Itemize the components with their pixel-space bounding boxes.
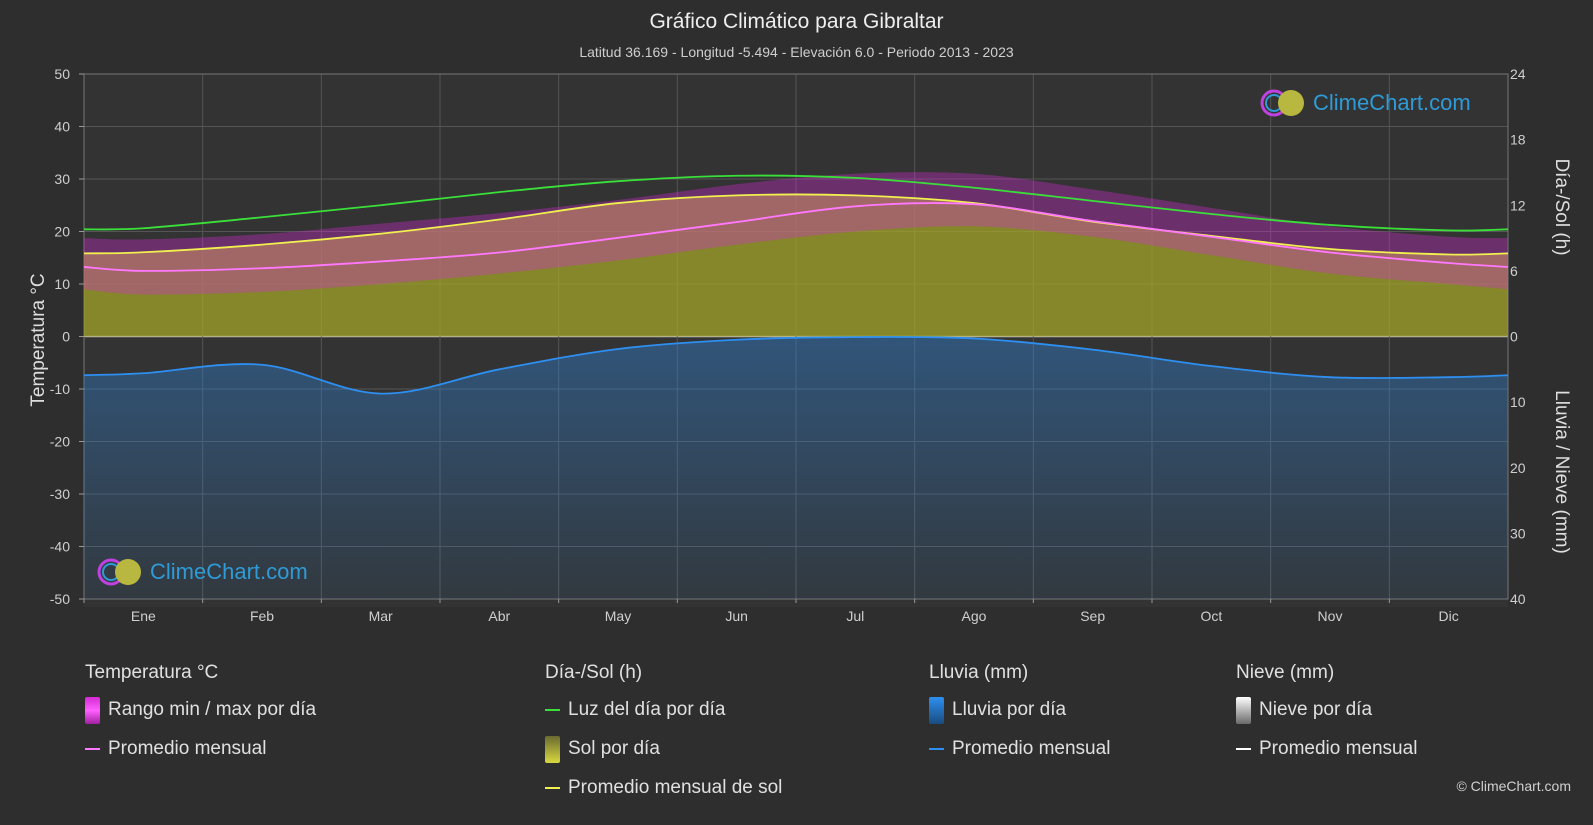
sun-swatch bbox=[545, 735, 560, 763]
legend-snow-head: Nieve (mm) bbox=[1236, 662, 1335, 683]
climechart-logo-icon bbox=[1260, 89, 1304, 117]
right-top-tick-label: 0 bbox=[1510, 329, 1518, 345]
legend-daylight-label: Luz del día por día bbox=[568, 699, 726, 720]
legend-sun-avg: Promedio mensual de sol bbox=[545, 774, 782, 802]
rain-swatch bbox=[929, 696, 944, 724]
right-top-tick-label: 6 bbox=[1510, 263, 1518, 279]
right-top-axis-title: Día-/Sol (h) bbox=[1551, 158, 1572, 255]
left-tick-label: 10 bbox=[54, 276, 70, 292]
rain-fill bbox=[84, 336, 1508, 599]
sun-avg-swatch bbox=[545, 787, 560, 789]
x-tick-label: Dic bbox=[1439, 608, 1459, 624]
right-bottom-tick-label: 10 bbox=[1510, 394, 1526, 410]
legend-snow-avg: Promedio mensual bbox=[1236, 735, 1417, 763]
x-tick-label: Oct bbox=[1200, 608, 1222, 624]
chart-title: Gráfico Climático para Gibraltar bbox=[649, 10, 944, 33]
legend-sun: Día-/Sol (h) Luz del día por día Sol por… bbox=[545, 662, 782, 813]
temp-range-area bbox=[84, 172, 1508, 295]
left-tick-label: 0 bbox=[62, 329, 70, 345]
legend-daylight: Luz del día por día bbox=[545, 696, 782, 724]
temp-range-swatch bbox=[85, 696, 100, 724]
snow-avg-swatch bbox=[1236, 748, 1251, 750]
rain-avg-swatch bbox=[929, 748, 944, 750]
daylight-swatch bbox=[545, 709, 560, 711]
x-tick-label: Ago bbox=[962, 608, 987, 624]
legend-rain-avg: Promedio mensual bbox=[929, 735, 1110, 763]
right-bottom-axis-title: Lluvia / Nieve (mm) bbox=[1551, 390, 1572, 554]
x-tick-label: Abr bbox=[488, 608, 510, 624]
legend-sun-per-day: Sol por día bbox=[545, 735, 782, 763]
temp-avg-line bbox=[83, 202, 1509, 272]
legend-temp-range-label: Rango min / max por día bbox=[108, 699, 317, 720]
left-axis-title: Temperatura °C bbox=[28, 273, 49, 406]
x-tick-label: Nov bbox=[1318, 608, 1343, 624]
legend-rain-avg-label: Promedio mensual bbox=[952, 738, 1111, 759]
left-tick-label: -30 bbox=[50, 486, 70, 502]
right-top-tick-label: 18 bbox=[1510, 132, 1526, 148]
x-tick-label: Jun bbox=[725, 608, 748, 624]
chart-subtitle: Latitud 36.169 - Longitud -5.494 - Eleva… bbox=[579, 44, 1014, 60]
temp-range-band bbox=[84, 172, 1508, 295]
copyright: © ClimeChart.com bbox=[1456, 778, 1571, 794]
right-top-tick-label: 24 bbox=[1510, 66, 1526, 82]
right-bottom-tick-label: 30 bbox=[1510, 525, 1526, 541]
legend-temperature: Temperatura °C Rango min / max por día P… bbox=[85, 662, 316, 774]
left-tick-label: -50 bbox=[50, 591, 70, 607]
x-tick-label: Mar bbox=[369, 608, 393, 624]
legend-sun-label: Sol por día bbox=[568, 738, 660, 759]
legend-temp-range: Rango min / max por día bbox=[85, 696, 316, 724]
legend-sun-head: Día-/Sol (h) bbox=[545, 662, 643, 683]
left-tick-label: -10 bbox=[50, 381, 70, 397]
x-tick-label: May bbox=[605, 608, 631, 624]
sun-avg-line bbox=[83, 193, 1509, 256]
left-tick-label: -40 bbox=[50, 539, 70, 555]
ticks: 50 40 30 20 10 0 -10 -20 -30 -40 -50 24 18 12 6 0 10 20 30… bbox=[50, 66, 1526, 624]
legend-temp-avg: Promedio mensual bbox=[85, 735, 316, 763]
rain-area bbox=[84, 336, 1508, 599]
left-tick-label: 50 bbox=[54, 66, 70, 82]
left-tick-label: 20 bbox=[54, 224, 70, 240]
legend-rain-per-day: Lluvia por día bbox=[929, 696, 1110, 724]
legend-rain: Lluvia (mm) Lluvia por día Promedio mens… bbox=[929, 662, 1110, 774]
temp-avg-swatch bbox=[85, 748, 100, 750]
daylight-line bbox=[83, 174, 1509, 232]
snow-swatch bbox=[1236, 696, 1251, 724]
rain-avg-line bbox=[83, 336, 1509, 395]
x-tick-label: Jul bbox=[846, 608, 864, 624]
x-tick-label: Feb bbox=[250, 608, 274, 624]
climechart-logo-icon bbox=[97, 558, 141, 586]
legend-temp-head: Temperatura °C bbox=[85, 662, 219, 683]
legend-temp-avg-label: Promedio mensual bbox=[108, 738, 267, 759]
legend-rain-head: Lluvia (mm) bbox=[929, 662, 1029, 683]
legend-rain-label: Lluvia por día bbox=[952, 699, 1067, 720]
right-top-tick-label: 12 bbox=[1510, 197, 1526, 213]
legend-snow: Nieve (mm) Nieve por día Promedio mensua… bbox=[1236, 662, 1417, 774]
x-tick-label: Ene bbox=[131, 608, 156, 624]
legend-snow-per-day: Nieve por día bbox=[1236, 696, 1417, 724]
series-lines bbox=[83, 174, 1509, 395]
left-tick-label: -20 bbox=[50, 434, 70, 450]
left-tick-label: 40 bbox=[54, 119, 70, 135]
legend-sun-avg-label: Promedio mensual de sol bbox=[568, 777, 783, 798]
logo-text: ClimeChart.com bbox=[150, 559, 308, 584]
right-bottom-tick-label: 20 bbox=[1510, 460, 1526, 476]
x-tick-label: Sep bbox=[1080, 608, 1105, 624]
legend-snow-avg-label: Promedio mensual bbox=[1259, 738, 1418, 759]
logo-text: ClimeChart.com bbox=[1313, 90, 1471, 115]
legend-snow-label: Nieve por día bbox=[1259, 699, 1373, 720]
logo-top: ClimeChart.com bbox=[1259, 88, 1471, 118]
left-tick-label: 30 bbox=[54, 171, 70, 187]
right-bottom-tick-label: 40 bbox=[1510, 591, 1526, 607]
logo-bottom: ClimeChart.com bbox=[96, 557, 308, 587]
